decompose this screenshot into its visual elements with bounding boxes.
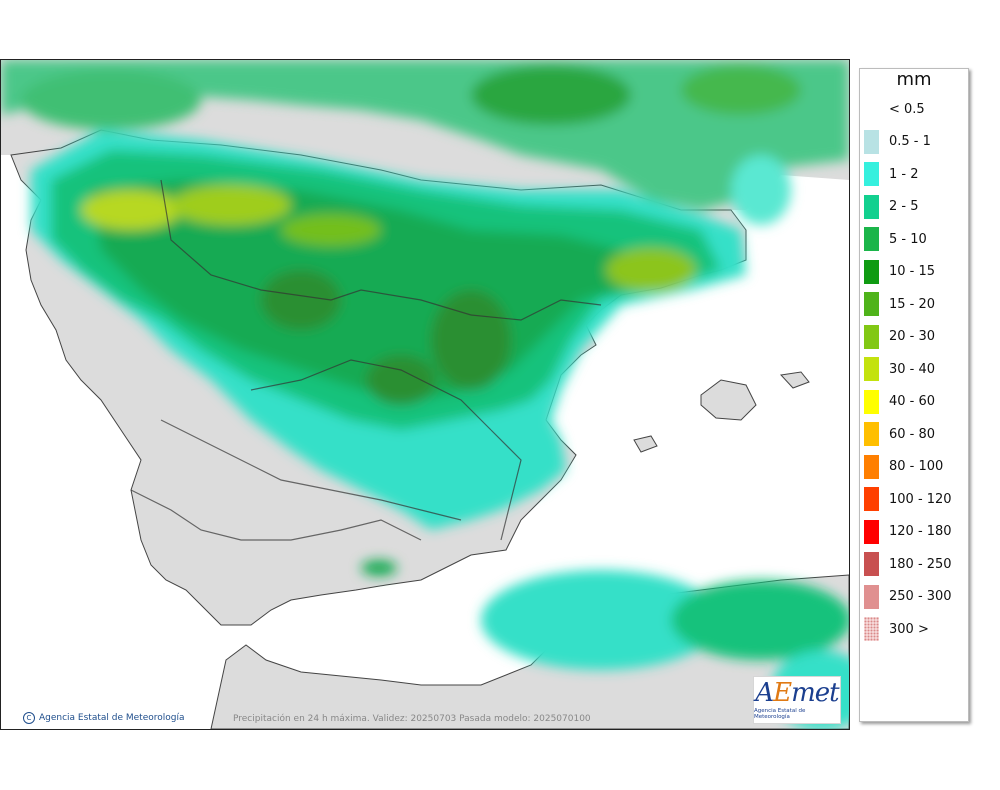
precipitation-map: C Agencia Estatal de Meteorología Precip… bbox=[0, 59, 850, 730]
legend-label: 40 - 60 bbox=[889, 394, 936, 409]
legend-label: 60 - 80 bbox=[889, 426, 936, 442]
legend-unit: mm bbox=[896, 69, 932, 90]
legend-row: 2 - 5 bbox=[864, 194, 919, 219]
legend-label: 80 - 100 bbox=[889, 459, 944, 474]
legend-label: 120 - 180 bbox=[889, 524, 952, 539]
legend-label: 20 - 30 bbox=[889, 329, 936, 344]
legend-row: 80 - 100 bbox=[864, 454, 944, 479]
menorca bbox=[779, 371, 810, 389]
legend-swatch bbox=[864, 552, 879, 576]
legend-label: 10 - 15 bbox=[889, 264, 936, 279]
regional-borders bbox=[130, 179, 602, 541]
legend-row: 60 - 80 bbox=[864, 422, 935, 446]
legend-row: 30 - 40 bbox=[864, 357, 935, 381]
legend-row: 300 > bbox=[864, 617, 929, 641]
legend-swatch bbox=[864, 584, 879, 609]
legend-row: 250 - 300 bbox=[864, 584, 952, 609]
legend-label: < 0.5 bbox=[889, 101, 925, 117]
map-caption: Precipitación en 24 h máxima. Validez: 2… bbox=[233, 714, 591, 724]
legend-row: 15 - 20 bbox=[864, 292, 935, 316]
legend-row: 180 - 250 bbox=[864, 552, 952, 576]
legend-swatch bbox=[864, 389, 879, 414]
legend-swatch bbox=[864, 487, 879, 511]
logo-subtitle: Agencia Estatal de Meteorología bbox=[754, 708, 806, 720]
legend-row: 100 - 120 bbox=[864, 487, 952, 511]
legend-label: 30 - 40 bbox=[889, 361, 936, 377]
precipitation-legend: mm < 0.5 0.5 - 1 1 - 2 2 - 5 5 - 10 10 - 15 15… bbox=[859, 68, 969, 722]
legend-label: 5 - 10 bbox=[889, 231, 927, 247]
legend-label: 180 - 250 bbox=[889, 556, 952, 572]
agency-credit: C Agencia Estatal de Meteorología bbox=[23, 712, 185, 724]
legend-swatch bbox=[864, 454, 879, 479]
precipitation-field bbox=[1, 60, 849, 729]
ibiza bbox=[633, 435, 658, 453]
legend-swatch bbox=[864, 259, 879, 284]
legend-label: 250 - 300 bbox=[889, 589, 952, 604]
legend-swatch bbox=[864, 162, 879, 186]
legend-row: < 0.5 bbox=[864, 97, 925, 121]
legend-label: 15 - 20 bbox=[889, 296, 936, 312]
copyright-icon: C bbox=[23, 712, 35, 724]
legend-swatch bbox=[864, 292, 879, 316]
legend-row: 0.5 - 1 bbox=[864, 129, 931, 154]
legend-swatch bbox=[864, 97, 879, 121]
legend-row: 120 - 180 bbox=[864, 519, 952, 544]
agency-credit-text: Agencia Estatal de Meteorología bbox=[39, 713, 185, 723]
legend-row: 10 - 15 bbox=[864, 259, 936, 284]
legend-swatch bbox=[864, 129, 879, 154]
legend-swatch bbox=[864, 357, 879, 381]
legend-label: 100 - 120 bbox=[889, 491, 952, 507]
legend-label: 2 - 5 bbox=[889, 199, 919, 214]
legend-swatch bbox=[864, 227, 879, 251]
legend-swatch bbox=[864, 324, 879, 349]
aemet-logo: AEmet Agencia Estatal de Meteorología bbox=[753, 676, 841, 724]
legend-swatch bbox=[864, 519, 879, 544]
legend-swatch bbox=[864, 422, 879, 446]
map-canvas bbox=[1, 60, 849, 729]
legend-row: 1 - 2 bbox=[864, 162, 919, 186]
legend-label: 0.5 - 1 bbox=[889, 134, 931, 149]
legend-label: 300 > bbox=[889, 621, 929, 637]
legend-row: 5 - 10 bbox=[864, 227, 927, 251]
legend-row: 40 - 60 bbox=[864, 389, 936, 414]
legend-label: 1 - 2 bbox=[889, 166, 919, 182]
legend-row: 20 - 30 bbox=[864, 324, 936, 349]
mallorca bbox=[700, 379, 757, 421]
legend-swatch bbox=[864, 617, 879, 641]
legend-swatch bbox=[864, 194, 879, 219]
logo-word: AEmet bbox=[755, 678, 839, 708]
